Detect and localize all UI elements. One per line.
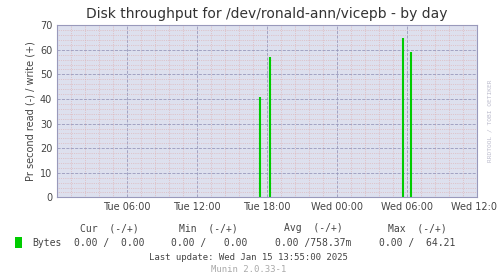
Text: 0.00 /758.37m: 0.00 /758.37m [275,238,351,248]
Y-axis label: Pr second read (-) / write (+): Pr second read (-) / write (+) [26,41,36,181]
Text: 0.00 /   0.00: 0.00 / 0.00 [170,238,247,248]
Title: Disk throughput for /dev/ronald-ann/vicepb - by day: Disk throughput for /dev/ronald-ann/vice… [86,7,448,21]
Text: Last update: Wed Jan 15 13:55:00 2025: Last update: Wed Jan 15 13:55:00 2025 [149,253,348,262]
Text: Min  (-/+): Min (-/+) [179,223,238,233]
Text: Munin 2.0.33-1: Munin 2.0.33-1 [211,265,286,274]
Text: Max  (-/+): Max (-/+) [388,223,447,233]
Text: 0.00 /  64.21: 0.00 / 64.21 [379,238,456,248]
Text: Bytes: Bytes [32,238,62,248]
Text: RRDTOOL / TOBI OETIKER: RRDTOOL / TOBI OETIKER [487,79,492,162]
Text: 0.00 /  0.00: 0.00 / 0.00 [74,238,145,248]
Text: Cur  (-/+): Cur (-/+) [80,223,139,233]
Text: Avg  (-/+): Avg (-/+) [284,223,342,233]
